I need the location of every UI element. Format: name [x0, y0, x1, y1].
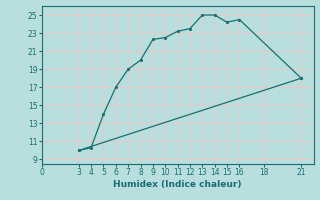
X-axis label: Humidex (Indice chaleur): Humidex (Indice chaleur): [113, 180, 242, 189]
